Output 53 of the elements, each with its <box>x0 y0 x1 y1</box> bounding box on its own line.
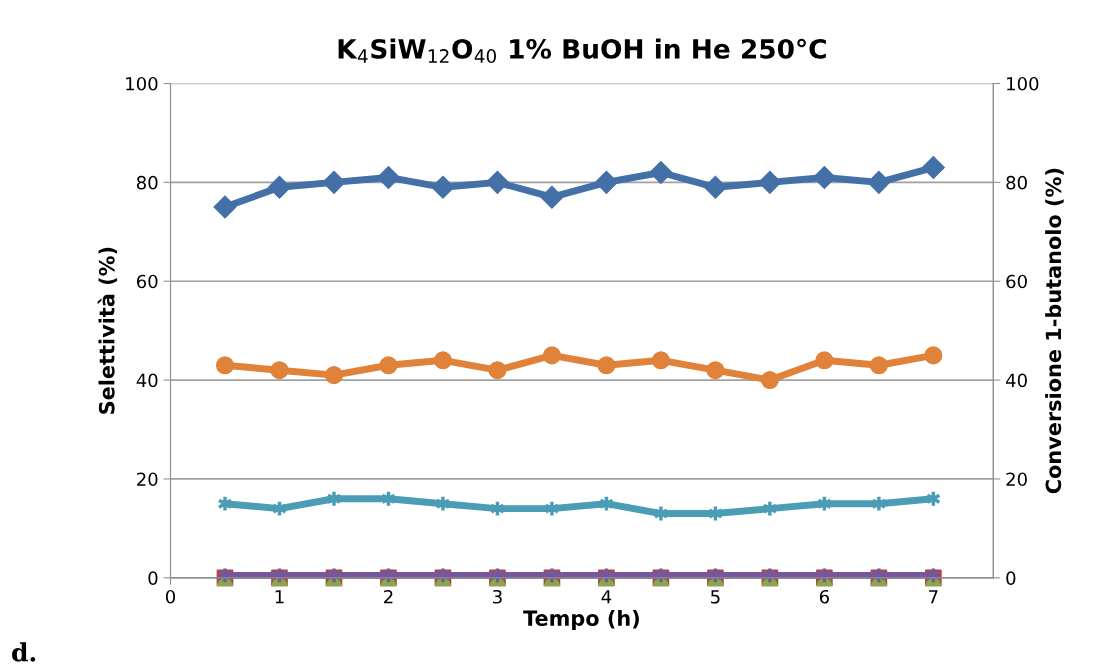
x-tick-label: 5 <box>711 590 720 604</box>
point <box>867 170 891 194</box>
y-tick-label: 40 <box>136 373 158 388</box>
point <box>322 170 346 194</box>
point <box>431 175 455 199</box>
point <box>376 165 400 189</box>
point <box>379 356 398 375</box>
x-tick-label: 1 <box>275 590 284 604</box>
y-tick-label: 20 <box>137 472 158 487</box>
y-axis-title: Selettività (%) <box>97 247 118 414</box>
y2-tick-label: 60 <box>1006 274 1027 289</box>
x-tick-label: 7 <box>929 590 938 604</box>
y2-tick-label: 80 <box>1006 175 1027 190</box>
point <box>542 346 561 365</box>
point <box>869 356 888 375</box>
point <box>594 170 618 194</box>
point <box>651 351 670 370</box>
point <box>433 351 452 370</box>
point <box>540 185 564 209</box>
y2-tick-label: 20 <box>1006 472 1027 487</box>
point <box>924 346 943 365</box>
point <box>324 366 343 385</box>
point <box>213 195 237 219</box>
point <box>267 175 291 199</box>
point <box>597 356 616 375</box>
point <box>649 160 673 184</box>
x-tick-label: 0 <box>165 589 176 604</box>
text: d. <box>12 642 36 662</box>
y2-tick-label: 0 <box>1006 571 1016 585</box>
y-tick-label: 100 <box>126 76 158 91</box>
x-tick-label: 2 <box>384 589 393 604</box>
point <box>815 351 834 370</box>
point <box>812 165 836 189</box>
y-tick-label: 80 <box>136 175 158 190</box>
y-tick-label: 60 <box>136 274 158 289</box>
point <box>921 156 945 180</box>
x-tick-label: 3 <box>493 589 502 604</box>
x-tick-label: 4 <box>601 590 612 604</box>
point <box>758 170 782 194</box>
y2-tick-label: 40 <box>1005 373 1027 388</box>
point <box>760 371 779 390</box>
point <box>215 356 235 375</box>
y2-tick-label: 100 <box>1007 76 1039 91</box>
x-tick-label: 6 <box>819 589 829 604</box>
point <box>488 361 507 380</box>
point <box>703 175 727 199</box>
point <box>485 170 509 194</box>
y-tick-label: 0 <box>148 571 158 585</box>
x-axis-title: Tempo (h) <box>523 609 639 631</box>
point <box>706 361 725 380</box>
chart-title: K$_{4}$SiW$_{12}$O$_{40}$ 1% BuOH in He 250°C <box>338 38 826 64</box>
point <box>270 361 289 380</box>
y2-axis-title: Conversione 1-butanolo (%) <box>1045 168 1064 494</box>
